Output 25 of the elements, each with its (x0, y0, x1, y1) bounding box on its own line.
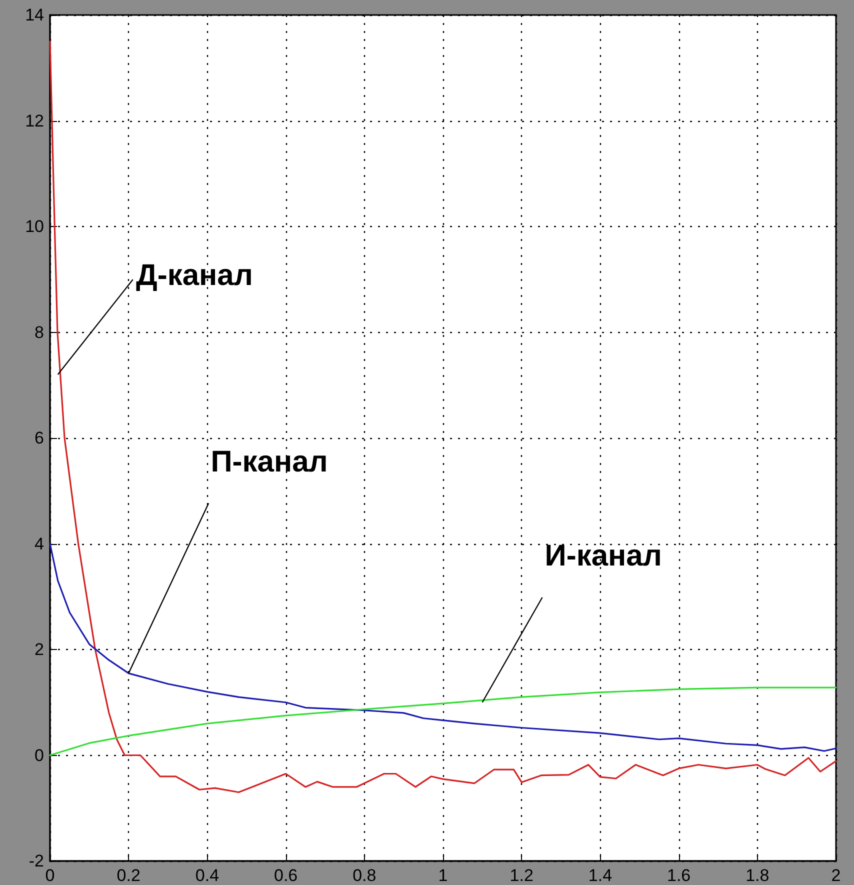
x-tick-label: 1.8 (746, 866, 770, 885)
y-tick-label: 4 (34, 534, 44, 554)
y-tick-label: 8 (34, 322, 44, 342)
annotation: И-канал (544, 540, 662, 573)
line-series (49, 542, 837, 752)
x-tick-label: 0.4 (195, 866, 220, 885)
annotation: Д-канал (136, 259, 253, 292)
x-tick-label: 1.4 (588, 866, 612, 885)
x-tick-label: 1 (438, 866, 448, 885)
line-series (49, 40, 837, 794)
x-tick-label: 0.8 (352, 866, 376, 885)
y-tick-label: 0 (34, 746, 44, 765)
y-tick-label: 14 (25, 6, 44, 24)
x-tick-label: 1.6 (666, 866, 691, 885)
y-tick-label: 12 (25, 111, 44, 130)
line-series (49, 686, 837, 756)
y-tick-label: 10 (25, 217, 44, 236)
y-tick-label: 6 (34, 428, 44, 448)
annotation: П-канал (210, 445, 328, 478)
x-tick-label: 1.2 (510, 866, 534, 885)
y-tick-label: 2 (34, 640, 44, 659)
x-tick-label: 0.6 (274, 866, 298, 885)
x-tick-label: 2 (831, 866, 841, 885)
y-tick-label: -2 (28, 852, 44, 870)
x-tick-label: 0.2 (116, 866, 140, 885)
